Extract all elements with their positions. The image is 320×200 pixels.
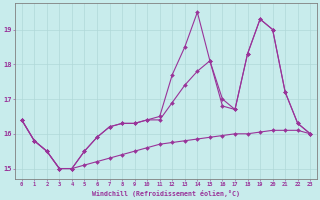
X-axis label: Windchill (Refroidissement éolien,°C): Windchill (Refroidissement éolien,°C) [92,190,240,197]
